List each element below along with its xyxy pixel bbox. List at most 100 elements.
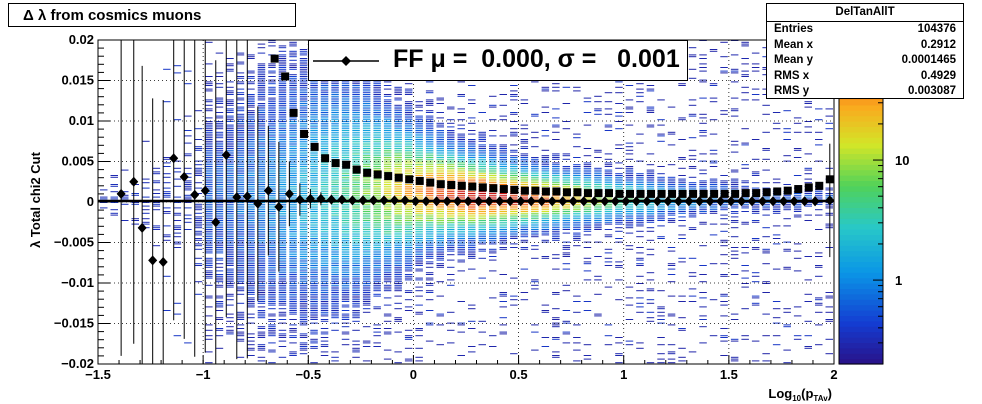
heatmap-cell [121, 198, 129, 200]
heatmap-cell [320, 151, 329, 153]
heatmap-cell [404, 257, 413, 259]
heatmap-cell [247, 283, 255, 284]
heatmap-cell [425, 167, 434, 169]
heatmap-cell [541, 155, 550, 157]
heatmap-cell [594, 221, 602, 223]
heatmap-cell [552, 167, 560, 169]
heatmap-cell [425, 101, 434, 103]
heatmap-cell [289, 140, 297, 142]
heatmap-cell [110, 185, 118, 187]
heatmap-cell [478, 203, 486, 205]
heatmap-cell [457, 140, 465, 142]
heatmap-cell [447, 155, 455, 157]
heatmap-cell [394, 92, 402, 94]
heatmap-cell [352, 157, 360, 158]
heatmap-cell [604, 158, 613, 160]
heatmap-cell [604, 108, 613, 110]
heatmap-cell [236, 216, 245, 218]
heatmap-cell [699, 182, 707, 184]
heatmap-cell [457, 243, 465, 245]
heatmap-cell [415, 185, 423, 187]
heatmap-cell [331, 317, 339, 319]
heatmap-cell [468, 247, 476, 248]
heatmap-cell [552, 171, 560, 173]
heatmap-cell [299, 157, 308, 158]
heatmap-cell [667, 218, 676, 220]
heatmap-cell [404, 122, 413, 124]
heatmap-cell [289, 225, 297, 227]
heatmap-cell [457, 259, 465, 261]
heatmap-cell [436, 135, 444, 137]
heatmap-cell [436, 151, 444, 153]
heatmap-cell [562, 178, 571, 180]
heatmap-cell [268, 65, 276, 67]
heatmap-cell [499, 212, 507, 214]
heatmap-cell [352, 263, 360, 265]
heatmap-cell [373, 99, 381, 101]
heatmap-cell [552, 211, 560, 212]
heatmap-cell [394, 191, 402, 193]
heatmap-cell [352, 155, 360, 157]
heatmap-cell [457, 164, 465, 166]
heatmap-cell [541, 229, 550, 230]
heatmap-cell [394, 189, 402, 191]
heatmap-cell [468, 252, 476, 254]
heatmap-cell [289, 272, 297, 274]
heatmap-cell [520, 205, 529, 207]
heatmap-cell [268, 97, 276, 99]
heatmap-cell [573, 182, 581, 184]
heatmap-cell [457, 198, 465, 200]
heatmap-cell [299, 70, 308, 72]
heatmap-cell [247, 257, 255, 259]
heatmap-cell [331, 360, 339, 362]
heatmap-cell [257, 128, 266, 130]
heatmap-cell [310, 288, 318, 290]
heatmap-cell [341, 101, 350, 103]
heatmap-cell [373, 284, 381, 286]
heatmap-cell [257, 286, 266, 288]
heatmap-cell [415, 223, 423, 225]
heatmap-cell [247, 279, 255, 281]
heatmap-cell [278, 126, 287, 128]
heatmap-cell [299, 94, 308, 95]
heatmap-cell [720, 180, 728, 182]
heatmap-cell [552, 254, 560, 256]
heatmap-cell [720, 184, 728, 185]
heatmap-cell [699, 169, 707, 171]
heatmap-cell [341, 122, 350, 124]
heatmap-cell [247, 151, 255, 153]
heatmap-cell [247, 115, 255, 117]
heatmap-cell [562, 221, 571, 223]
heatmap-cell [646, 362, 655, 364]
heatmap-cell [562, 187, 571, 189]
heatmap-cell [573, 166, 581, 167]
heatmap-cell [541, 230, 550, 232]
heatmap-cell [383, 205, 392, 207]
heatmap-cell [152, 180, 161, 182]
heatmap-cell [404, 279, 413, 281]
heatmap-cell [299, 146, 308, 148]
heatmap-cell [110, 191, 118, 193]
heatmap-cell [205, 232, 213, 234]
heatmap-cell [510, 112, 518, 113]
heatmap-cell [341, 331, 350, 333]
heatmap-cell [205, 214, 213, 216]
heatmap-cell [447, 214, 455, 216]
heatmap-cell [257, 335, 266, 337]
heatmap-cell [320, 207, 329, 209]
heatmap-cell [552, 166, 560, 167]
heatmap-cell [278, 54, 287, 56]
heatmap-cell [320, 180, 329, 182]
heatmap-cell [236, 254, 245, 256]
heatmap-cell [320, 284, 329, 286]
heatmap-cell [373, 117, 381, 119]
heatmap-cell [278, 119, 287, 121]
heatmap-cell [573, 171, 581, 173]
heatmap-cell [236, 257, 245, 259]
heatmap-cell [362, 218, 371, 220]
heatmap-cell [184, 185, 192, 187]
heatmap-cell [573, 214, 581, 216]
heatmap-cell [331, 268, 339, 270]
heatmap-cell [352, 140, 360, 142]
heatmap-cell [362, 121, 371, 122]
